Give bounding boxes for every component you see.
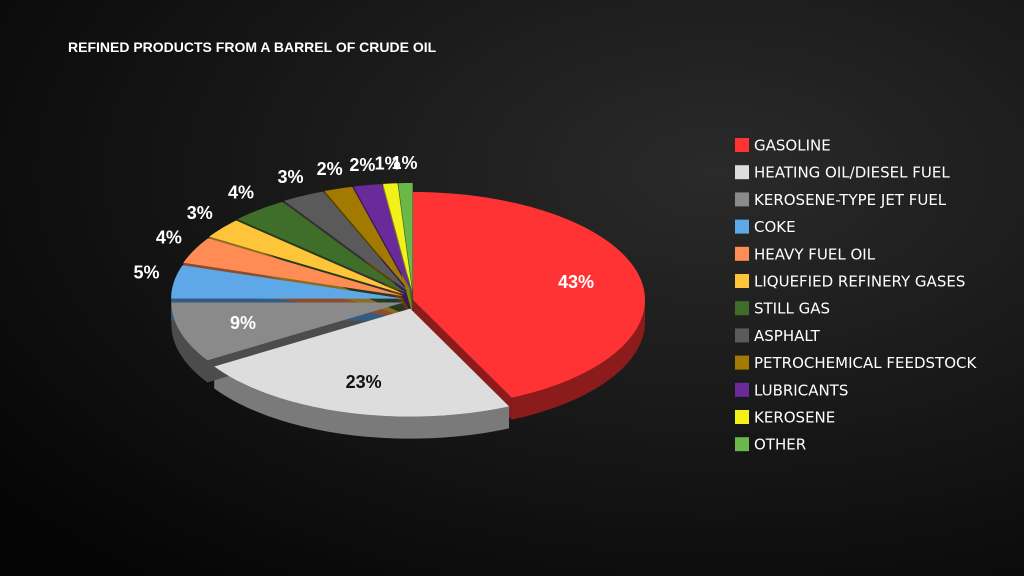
legend-label: STILL GAS — [754, 300, 830, 318]
slice — [214, 308, 509, 417]
value-label: 5% — [133, 262, 159, 282]
legend-label: LUBRICANTS — [754, 381, 848, 399]
slice — [353, 184, 412, 292]
value-label: 3% — [187, 203, 213, 223]
legend-label: HEAVY FUEL OIL — [754, 245, 876, 263]
legend-swatch — [735, 246, 749, 261]
value-label: 43% — [558, 272, 594, 292]
slice — [324, 186, 410, 292]
value-label: 1% — [375, 153, 401, 173]
legend-swatch — [735, 192, 749, 207]
value-label: 1% — [392, 153, 418, 173]
slice-side — [511, 300, 645, 420]
slice-side — [171, 302, 208, 383]
value-label: 3% — [277, 167, 303, 187]
legend-label: OTHER — [754, 436, 806, 454]
legend-label: PETROCHEMICAL FEEDSTOCK — [754, 354, 977, 372]
legend-label: ASPHALT — [754, 327, 821, 345]
legend-swatch — [735, 437, 749, 452]
legend-label: KEROSENE-TYPE JET FUEL — [754, 191, 947, 209]
slice — [183, 238, 404, 297]
legend-swatch — [735, 301, 749, 316]
slice — [284, 191, 409, 292]
value-label: 2% — [317, 159, 343, 179]
chart-title: REFINED PRODUCTS FROM A BARREL OF CRUDE … — [68, 39, 437, 55]
slice — [413, 192, 645, 398]
value-label: 23% — [346, 372, 382, 392]
legend-label: LIQUEFIED REFINERY GASES — [754, 273, 965, 291]
legend-swatch — [735, 138, 749, 152]
legend-swatch — [735, 274, 749, 288]
slice — [171, 265, 404, 299]
legend-swatch — [735, 165, 749, 180]
value-labels: 43%23%9%5%4%3%4%3% 2% 2% 1%1% — [133, 153, 594, 392]
value-label: 4% — [156, 227, 182, 247]
slice — [237, 201, 407, 294]
legend-swatch — [735, 382, 749, 397]
slice — [398, 183, 413, 292]
slice — [209, 220, 406, 295]
legend-label: GASOLINE — [754, 137, 831, 155]
slice-tops — [171, 183, 645, 417]
slice — [171, 302, 404, 361]
slice — [382, 183, 413, 292]
legend-label: COKE — [754, 218, 796, 236]
legend-swatch — [735, 410, 749, 424]
legend-swatch — [735, 219, 749, 234]
legend-swatch — [735, 355, 749, 370]
legend-label: HEATING OIL/DIESEL FUEL — [754, 164, 950, 182]
value-label: 2% — [349, 155, 375, 175]
slice-side — [214, 366, 509, 439]
legend-label: KEROSENE — [754, 409, 835, 427]
value-label: 9% — [230, 313, 256, 333]
value-label: 4% — [228, 183, 254, 203]
legend-swatch — [735, 328, 749, 343]
